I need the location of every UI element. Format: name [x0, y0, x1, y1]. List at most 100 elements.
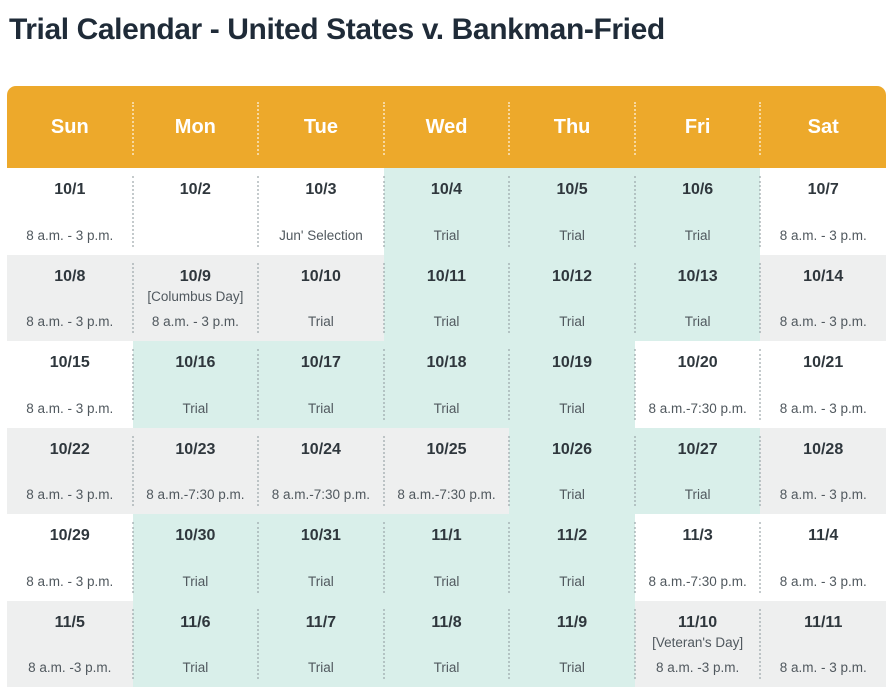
day-date: 11/2 — [556, 527, 588, 544]
day-note: 8 a.m. - 3 p.m. — [779, 573, 867, 589]
day-cell-10-18: 10/18 Trial — [382, 341, 510, 428]
day-cell-10-23: 10/23 8 a.m.-7:30 p.m. — [131, 428, 259, 515]
day-note: 8 a.m.-7:30 p.m. — [271, 487, 371, 502]
day-cell-10-3: 10/3 Jun' Selection — [257, 168, 384, 255]
day-note: 8 a.m.-7:30 p.m. — [397, 487, 496, 502]
calendar-week-row: 10/8 8 a.m. - 3 p.m. 10/9 [Columbus Day] 8 a… — [7, 254, 886, 342]
day-note: 8 a.m. - 3 p.m. — [26, 227, 114, 243]
day-date: 11/9 — [556, 613, 588, 631]
day-date: 10/9 — [179, 267, 211, 285]
day-date: 10/7 — [807, 181, 839, 198]
day-note: Trial — [684, 227, 711, 243]
day-date: 10/15 — [49, 354, 90, 371]
day-date: 10/5 — [556, 181, 588, 198]
day-date: 10/10 — [300, 267, 341, 285]
day-cell-11-1: 11/1 Trial — [382, 514, 510, 601]
day-holiday-note: [Veteran's Day] — [652, 634, 744, 650]
day-note: Trial — [559, 314, 585, 329]
day-cell-10-6: 10/6 Trial — [633, 168, 761, 255]
day-cell-10-27: 10/27 Trial — [633, 427, 761, 514]
day-date: 10/3 — [305, 181, 337, 198]
day-note: Jun' Selection — [279, 227, 363, 243]
day-date: 11/10 — [678, 613, 718, 631]
day-cell-10-7: 10/7 8 a.m. - 3 p.m. — [759, 168, 886, 255]
day-cell-10-22: 10/22 8 a.m. - 3 p.m. — [7, 428, 133, 515]
day-date: 10/19 — [552, 354, 593, 371]
weekday-header-row: Sun Mon Tue Wed Thu Fri Sat — [7, 86, 886, 168]
day-note: Trial — [433, 314, 460, 329]
day-date: 10/8 — [54, 267, 86, 285]
day-note: 8 a.m.-7:30 p.m. — [648, 400, 747, 416]
day-note: Trial — [182, 660, 209, 675]
day-note: Trial — [559, 400, 585, 416]
day-date: 10/11 — [426, 267, 467, 285]
day-cell-10-26: 10/26 Trial — [508, 427, 635, 514]
day-note: 8 a.m. - 3 p.m. — [151, 314, 239, 329]
day-note: 8 a.m. - 3 p.m. — [26, 400, 114, 416]
day-cell-10-9: 10/9 [Columbus Day] 8 a.m. - 3 p.m. — [131, 255, 259, 342]
day-note: Trial — [433, 400, 460, 416]
day-note: Trial — [684, 314, 711, 329]
day-cell-11-5: 11/5 8 a.m. -3 p.m. — [7, 601, 133, 687]
calendar-body: 10/1 8 a.m. - 3 p.m. 10/2 10/3 Jun' Selectio… — [7, 168, 886, 687]
day-cell-10-15: 10/15 8 a.m. - 3 p.m. — [7, 341, 133, 428]
day-note: Trial — [182, 400, 209, 416]
day-holiday-note: [Columbus Day] — [147, 288, 244, 304]
day-note: 8 a.m. - 3 p.m. — [26, 573, 114, 589]
day-note: 8 a.m. - 3 p.m. — [26, 487, 114, 502]
day-cell-10-25: 10/25 8 a.m.-7:30 p.m. — [382, 428, 510, 515]
day-cell-10-2: 10/2 — [131, 168, 259, 255]
day-note: 8 a.m. - 3 p.m. — [26, 314, 114, 329]
day-date: 11/8 — [431, 613, 462, 631]
day-note: Trial — [308, 314, 334, 329]
day-note: 8 a.m. - 3 p.m. — [779, 400, 867, 416]
day-cell-10-19: 10/19 Trial — [508, 341, 635, 428]
weekday-label-wed: Wed — [382, 86, 510, 168]
day-date: 10/2 — [179, 181, 211, 198]
day-cell-11-10: 11/10 [Veteran's Day] 8 a.m. -3 p.m. — [633, 601, 761, 687]
day-date: 10/4 — [430, 181, 463, 198]
day-date: 10/31 — [300, 527, 341, 544]
day-date: 11/7 — [305, 613, 337, 631]
calendar-week-row: 10/29 8 a.m. - 3 p.m. 10/30 Trial 10/31 Trial… — [7, 514, 886, 601]
day-cell-10-28: 10/28 8 a.m. - 3 p.m. — [759, 428, 886, 515]
day-date: 10/27 — [677, 440, 718, 458]
weekday-label-thu: Thu — [508, 86, 635, 168]
day-cell-10-1: 10/1 8 a.m. - 3 p.m. — [7, 168, 133, 255]
day-note: 8 a.m. - 3 p.m. — [779, 487, 867, 502]
day-note: Trial — [433, 227, 460, 243]
day-note: Trial — [182, 573, 209, 589]
day-cell-11-2: 11/2 Trial — [508, 514, 635, 601]
day-note: Trial — [308, 400, 334, 416]
day-cell-11-7: 11/7 Trial — [257, 600, 384, 687]
day-cell-11-3: 11/3 8 a.m.-7:30 p.m. — [633, 514, 761, 601]
calendar-week-row: 10/15 8 a.m. - 3 p.m. 10/16 Trial 10/17 Trial… — [7, 341, 886, 428]
day-note: 8 a.m.-7:30 p.m. — [648, 573, 747, 589]
day-cell-10-30: 10/30 Trial — [131, 514, 259, 601]
day-cell-10-8: 10/8 8 a.m. - 3 p.m. — [7, 255, 133, 342]
day-date: 10/22 — [49, 440, 90, 458]
day-cell-10-21: 10/21 8 a.m. - 3 p.m. — [759, 341, 886, 428]
day-cell-10-13: 10/13 Trial — [633, 254, 761, 341]
day-date: 11/11 — [804, 613, 843, 631]
day-note: Trial — [684, 487, 711, 502]
day-date: 11/4 — [808, 527, 839, 544]
day-cell-11-6: 11/6 Trial — [131, 600, 259, 687]
day-note: 8 a.m.-7:30 p.m. — [146, 487, 245, 502]
day-date: 11/3 — [682, 527, 713, 544]
day-note: 8 a.m. -3 p.m. — [655, 660, 740, 675]
day-cell-10-10: 10/10 Trial — [257, 255, 384, 342]
day-note: 8 a.m. -3 p.m. — [28, 660, 112, 675]
day-date: 10/6 — [682, 181, 714, 198]
calendar-week-row: 10/1 8 a.m. - 3 p.m. 10/2 10/3 Jun' Selectio… — [7, 168, 886, 255]
day-date: 10/12 — [552, 267, 593, 285]
day-cell-11-9: 11/9 Trial — [508, 600, 635, 687]
weekday-label-mon: Mon — [131, 86, 259, 168]
day-note: Trial — [433, 660, 460, 675]
day-date: 10/28 — [803, 440, 844, 458]
trial-calendar: Sun Mon Tue Wed Thu Fri Sat 10/1 8 a.m. - 3 p.m… — [7, 86, 886, 687]
day-note: 8 a.m. - 3 p.m. — [779, 660, 867, 675]
day-note: 8 a.m. - 3 p.m. — [779, 314, 867, 329]
page-title: Trial Calendar - United States v. Bankma… — [9, 13, 665, 46]
